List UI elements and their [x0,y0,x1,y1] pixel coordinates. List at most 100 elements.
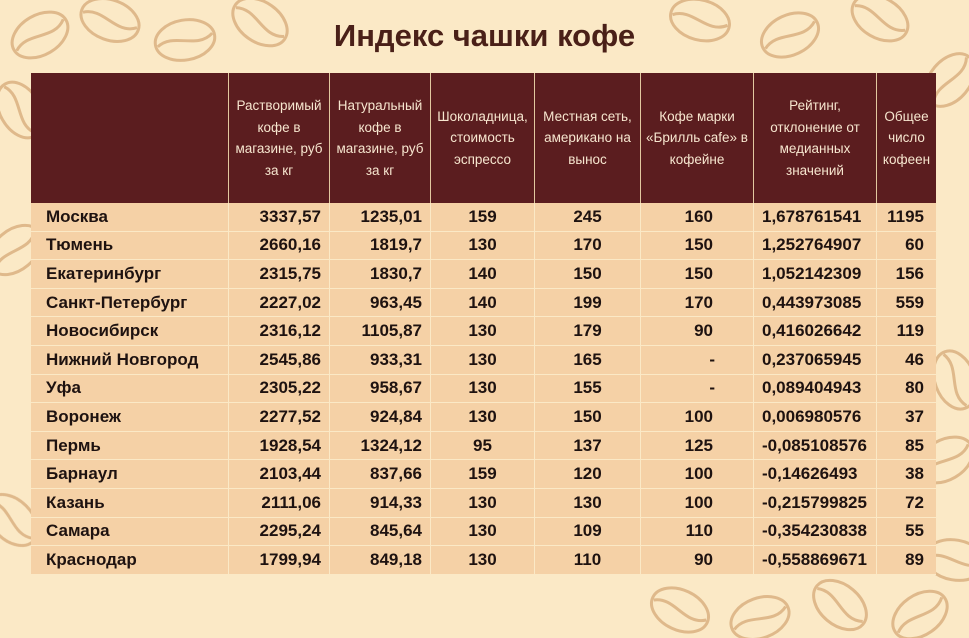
ground-coffee-cell: 1235,01 [330,203,431,232]
cafe-count-cell: 55 [877,517,936,547]
americano-cell: 150 [535,260,641,289]
brill-cafe-cell: 90 [641,317,754,346]
instant-coffee-cell: 2277,52 [229,403,330,432]
ground-coffee-cell: 914,33 [330,488,431,518]
espresso-cell: 159 [431,203,535,232]
rating-cell: -0,354230838 [754,517,877,547]
instant-coffee-cell: 3337,57 [229,203,330,232]
ground-coffee-cell: 837,66 [330,460,431,489]
espresso-cell: 140 [431,288,535,318]
americano-cell: 165 [535,345,641,375]
rating-cell: 0,089404943 [754,374,877,404]
brill-cafe-cell: 170 [641,288,754,318]
ground-coffee-cell: 1819,7 [330,231,431,261]
americano-cell: 120 [535,460,641,489]
instant-coffee-cell: 2103,44 [229,460,330,489]
table-row: Пермь 1928,54 1324,12 95 137 125 -0,085108576 8… [31,431,936,461]
espresso-cell: 140 [431,260,535,289]
city-cell: Барнаул [31,460,229,489]
instant-coffee-cell: 2545,86 [229,345,330,375]
rating-cell: -0,215799825 [754,488,877,518]
rating-cell: -0,558869671 [754,546,877,575]
city-cell: Екатеринбург [31,260,229,289]
americano-cell: 109 [535,517,641,547]
cafe-count-cell: 46 [877,345,936,375]
header-instant-coffee: Растворимый кофе в магазине, руб за кг [229,73,330,203]
table-row: Воронеж 2277,52 924,84 130 150 100 0,006980576… [31,403,936,432]
rating-cell: 0,443973085 [754,288,877,318]
americano-cell: 155 [535,374,641,404]
brill-cafe-cell: 125 [641,431,754,461]
espresso-cell: 130 [431,374,535,404]
cafe-count-cell: 89 [877,546,936,575]
brill-cafe-cell: 100 [641,403,754,432]
brill-cafe-cell: 100 [641,488,754,518]
americano-cell: 170 [535,231,641,261]
city-cell: Уфа [31,374,229,404]
cafe-count-cell: 559 [877,288,936,318]
instant-coffee-cell: 2295,24 [229,517,330,547]
brill-cafe-cell: 90 [641,546,754,575]
table-row: Уфа 2305,22 958,67 130 155-0,089404943 80 [31,374,936,404]
city-cell: Нижний Новгород [31,345,229,375]
cafe-count-cell: 85 [877,431,936,461]
header-cafe-count: Общее число кофеен [877,73,936,203]
ground-coffee-cell: 845,64 [330,517,431,547]
cafe-count-cell: 80 [877,374,936,404]
espresso-cell: 130 [431,345,535,375]
city-cell: Воронеж [31,403,229,432]
ground-coffee-cell: 1830,7 [330,260,431,289]
brill-cafe-cell: 150 [641,260,754,289]
americano-cell: 137 [535,431,641,461]
city-cell: Самара [31,517,229,547]
city-cell: Казань [31,488,229,518]
americano-cell: 199 [535,288,641,318]
city-cell: Тюмень [31,231,229,261]
instant-coffee-cell: 2316,12 [229,317,330,346]
city-cell: Новосибирск [31,317,229,346]
ground-coffee-cell: 958,67 [330,374,431,404]
header-shokoladnitsa-espresso: Шоколадница, стоимость эспрессо [431,73,535,203]
city-cell: Санкт-Петербург [31,288,229,318]
header-city [31,73,229,203]
cafe-count-cell: 60 [877,231,936,261]
brill-cafe-cell: 110 [641,517,754,547]
ground-coffee-cell: 1324,12 [330,431,431,461]
espresso-cell: 130 [431,317,535,346]
table-row: Санкт-Петербург 2227,02 963,45 140 199 170 0,4… [31,288,936,318]
ground-coffee-cell: 849,18 [330,546,431,575]
city-cell: Москва [31,203,229,232]
espresso-cell: 159 [431,460,535,489]
brill-cafe-cell: 100 [641,460,754,489]
instant-coffee-cell: 1928,54 [229,431,330,461]
americano-cell: 110 [535,546,641,575]
header-rating: Рейтинг, отклонение от медианных значени… [754,73,877,203]
instant-coffee-cell: 2660,16 [229,231,330,261]
table-row: Екатеринбург 2315,75 1830,7 140 150 150 1,0521… [31,260,936,289]
city-cell: Пермь [31,431,229,461]
table-row: Казань 2111,06 914,33 130 130 100 -0,215799825… [31,488,936,518]
espresso-cell: 130 [431,403,535,432]
americano-cell: 130 [535,488,641,518]
brill-cafe-cell: 160 [641,203,754,232]
rating-cell: 1,052142309 [754,260,877,289]
page-title: Индекс чашки кофе [333,18,636,53]
table-row: Барнаул 2103,44 837,66 159 120 100 -0,14626493… [31,460,936,489]
cafe-count-cell: 119 [877,317,936,346]
header-brill-cafe: Кофе марки «Брилль cafe» в кофейне [641,73,754,203]
rating-cell: 0,006980576 [754,403,877,432]
city-cell: Краснодар [31,546,229,575]
espresso-cell: 130 [431,517,535,547]
coffee-index-table: Растворимый кофе в магазине, руб за кг Н… [31,73,936,575]
ground-coffee-cell: 933,31 [330,345,431,375]
ground-coffee-cell: 963,45 [330,288,431,318]
header-ground-coffee: Натуральный кофе в магазине, руб за кг [330,73,431,203]
header-local-americano: Местная сеть, американо на вынос [535,73,641,203]
brill-cafe-cell: 150 [641,231,754,261]
ground-coffee-cell: 924,84 [330,403,431,432]
instant-coffee-cell: 2111,06 [229,488,330,518]
espresso-cell: 130 [431,546,535,575]
table-row: Тюмень 2660,16 1819,7 130 170 150 1,252764907 6… [31,231,936,261]
cafe-count-cell: 38 [877,460,936,489]
cafe-count-cell: 1195 [877,203,936,232]
